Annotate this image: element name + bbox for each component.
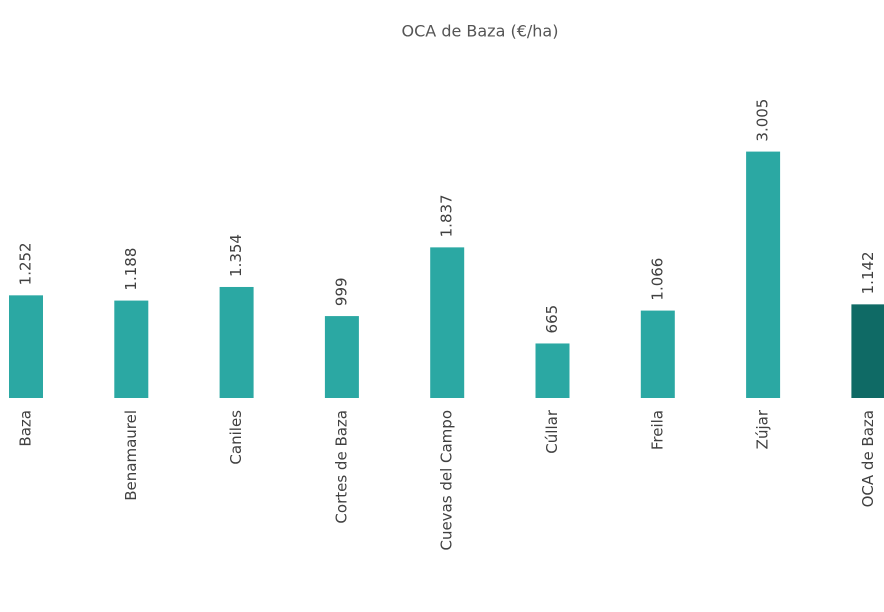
value-label: 1.188 (122, 248, 140, 291)
bar (851, 304, 884, 398)
bar (114, 300, 149, 398)
x-tick-label: Cortes de Baza (332, 410, 350, 524)
x-tick-label: Zújar (754, 409, 772, 449)
x-tick-label: Freila (648, 410, 666, 450)
bar (746, 151, 781, 398)
bar (535, 343, 570, 398)
value-label: 1.837 (438, 194, 456, 237)
value-label: 3.005 (754, 99, 772, 142)
bar (324, 316, 359, 398)
x-tick-label: OCA de Baza (859, 410, 877, 507)
bar (640, 310, 675, 398)
x-tick-label: Cuevas del Campo (438, 410, 456, 551)
x-tick-label: Cúllar (543, 409, 561, 454)
x-tick-label: Benamaurel (122, 410, 140, 501)
value-label: 1.252 (17, 242, 35, 285)
value-label: 665 (543, 305, 561, 334)
bar (219, 286, 254, 398)
value-label: 1.354 (227, 234, 245, 277)
value-label: 999 (332, 277, 350, 306)
value-label: 1.066 (648, 258, 666, 301)
bar (430, 247, 465, 398)
chart-title: OCA de Baza (€/ha) (402, 22, 559, 41)
x-tick-label: Baza (17, 410, 35, 447)
value-label: 1.142 (859, 251, 877, 294)
x-tick-label: Caniles (227, 410, 245, 465)
bar (9, 295, 43, 398)
